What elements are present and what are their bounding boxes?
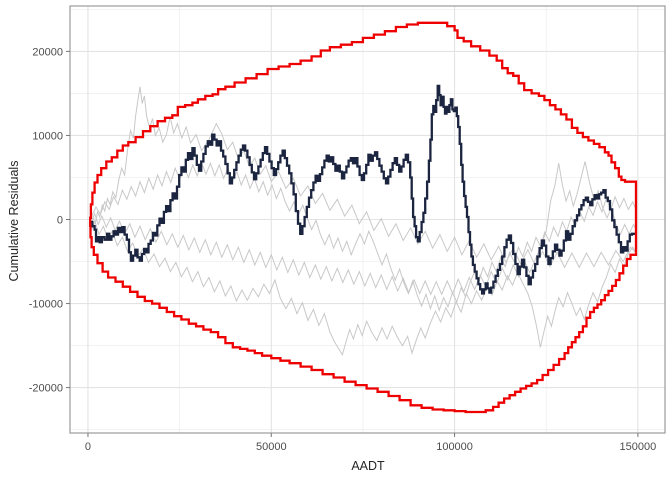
y-tick-label: 0 bbox=[57, 215, 63, 227]
y-tick-label: 10000 bbox=[32, 130, 63, 142]
y-tick-label: -10000 bbox=[29, 299, 63, 311]
x-tick-label: 50000 bbox=[256, 441, 287, 453]
x-tick-label: 100000 bbox=[436, 441, 473, 453]
series-simulated-cure-1 bbox=[90, 86, 636, 269]
series-cumulative-residuals bbox=[90, 84, 637, 295]
x-tick-label: 150000 bbox=[620, 441, 657, 453]
y-tick-label: 20000 bbox=[32, 46, 63, 58]
y-axis-title: Cumulative Residuals bbox=[7, 160, 21, 282]
x-axis-title: AADT bbox=[351, 459, 385, 473]
series-simulated-cure-2 bbox=[91, 220, 636, 357]
series-simulated-cure-3 bbox=[90, 161, 636, 296]
series-upper-confidence-limit bbox=[89, 21, 638, 229]
y-tick-label: -20000 bbox=[29, 383, 63, 395]
series-lower-confidence-limit bbox=[89, 225, 638, 414]
x-tick-label: 0 bbox=[85, 441, 91, 453]
